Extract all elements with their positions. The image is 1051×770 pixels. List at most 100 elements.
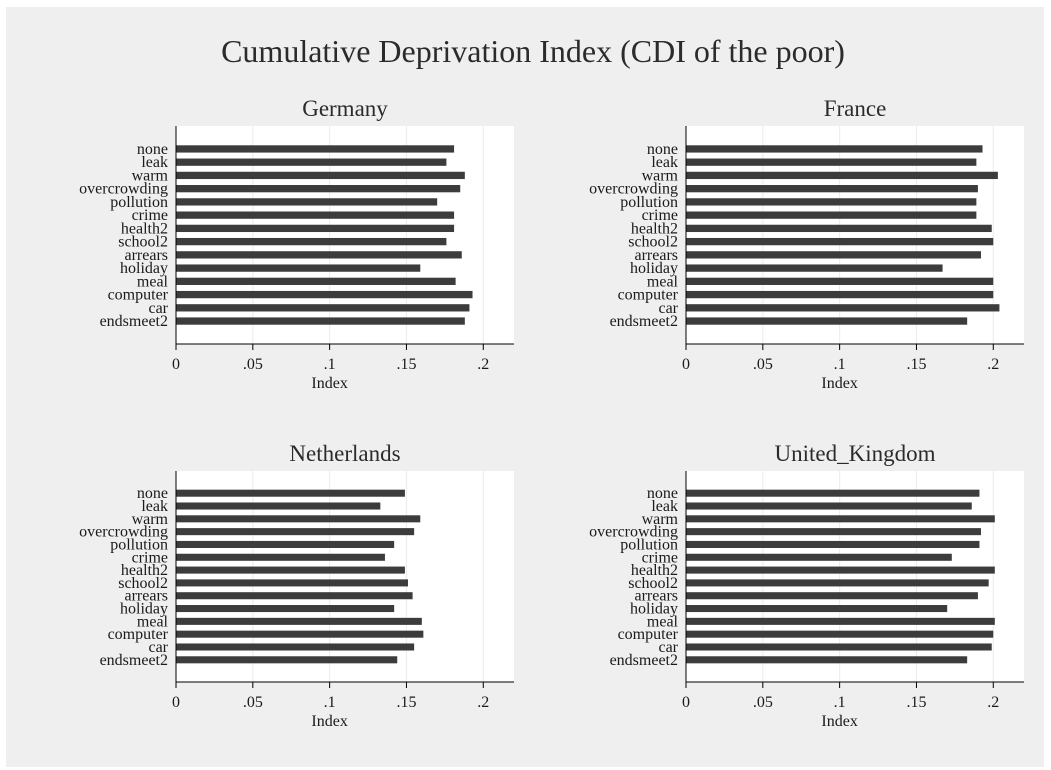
x-tick-label: .05	[243, 356, 263, 373]
x-tick-label: .15	[906, 694, 926, 711]
x-tick-label: .2	[987, 356, 999, 373]
bar-warm	[176, 171, 465, 180]
bar-overcrowding	[176, 185, 461, 193]
bar-crime	[176, 211, 455, 219]
x-tick-label: .1	[324, 356, 336, 373]
category-label: overcrowding	[79, 524, 168, 541]
bar-arrears	[176, 592, 413, 600]
category-label: none	[647, 485, 678, 502]
category-label: endsmeet2	[100, 652, 168, 669]
x-tick-label: 0	[682, 694, 690, 711]
category-label: leak	[141, 154, 168, 171]
x-tick-label: .2	[477, 694, 489, 711]
bar-leak	[176, 502, 381, 510]
category-label: overcrowding	[589, 524, 678, 541]
bar-none	[176, 489, 405, 497]
category-label: car	[658, 639, 678, 656]
category-label: health2	[631, 562, 678, 579]
bar-none	[686, 145, 983, 153]
bar-overcrowding	[176, 528, 415, 536]
x-tick-label: .1	[834, 356, 846, 373]
bar-warm	[176, 515, 421, 523]
bar-car	[686, 643, 992, 651]
bar-computer	[686, 290, 994, 299]
bar-none	[176, 145, 455, 153]
bar-crime	[686, 211, 977, 219]
category-label: endsmeet2	[100, 313, 168, 330]
bar-computer	[686, 630, 994, 638]
category-label: leak	[651, 154, 678, 171]
x-tick-label: .2	[477, 356, 489, 373]
category-label: none	[647, 141, 678, 158]
bar-crime	[686, 553, 952, 561]
x-tick-label: .15	[396, 694, 416, 711]
category-label: meal	[137, 273, 169, 290]
category-label: car	[148, 639, 168, 656]
bar-overcrowding	[686, 528, 981, 536]
bar-meal	[686, 617, 995, 625]
category-label: crime	[642, 549, 678, 566]
category-label: warm	[132, 511, 169, 528]
category-label: pollution	[620, 536, 678, 553]
x-tick-label: 0	[682, 356, 690, 373]
x-tick-label: 0	[172, 356, 180, 373]
category-label: school2	[628, 575, 678, 592]
category-label: leak	[651, 498, 678, 515]
category-label: computer	[108, 287, 169, 304]
panel-title: France	[824, 96, 887, 121]
category-label: car	[658, 300, 678, 317]
category-label: warm	[642, 167, 679, 184]
category-label: arrears	[634, 247, 678, 264]
category-label: arrears	[124, 247, 168, 264]
bar-car	[176, 304, 470, 312]
category-label: holiday	[120, 260, 168, 277]
bar-endsmeet2	[176, 317, 465, 325]
category-label: overcrowding	[79, 181, 168, 198]
bar-arrears	[686, 592, 978, 600]
category-label: health2	[121, 562, 168, 579]
category-label: none	[137, 485, 168, 502]
bar-health2	[176, 566, 405, 574]
category-label: none	[137, 141, 168, 158]
x-tick-label: .05	[753, 694, 773, 711]
bar-car	[686, 304, 1000, 312]
category-label: car	[148, 300, 168, 317]
category-label: arrears	[124, 588, 168, 605]
category-label: pollution	[620, 194, 678, 211]
bar-holiday	[686, 605, 948, 613]
bar-arrears	[176, 251, 462, 259]
x-tick-label: .2	[987, 694, 999, 711]
bar-overcrowding	[686, 185, 978, 193]
panel-title: United_Kingdom	[775, 441, 936, 466]
bar-meal	[176, 277, 456, 285]
bar-endsmeet2	[686, 656, 968, 664]
x-tick-label: .15	[396, 356, 416, 373]
category-label: overcrowding	[589, 181, 678, 198]
x-axis-title: Index	[821, 375, 857, 392]
x-axis-title: Index	[311, 375, 347, 392]
bar-warm	[686, 515, 995, 523]
category-label: health2	[121, 220, 168, 237]
bar-holiday	[176, 264, 421, 272]
category-label: leak	[141, 498, 168, 515]
category-label: endsmeet2	[610, 313, 678, 330]
bar-holiday	[686, 264, 943, 272]
panel-netherlands: Netherlands noneleakwarmovercrowdingpollu…	[79, 441, 514, 730]
bar-warm	[686, 171, 998, 180]
category-label: school2	[628, 234, 678, 251]
category-label: pollution	[110, 194, 168, 211]
bar-health2	[176, 224, 455, 233]
bar-computer	[176, 630, 424, 638]
category-label: warm	[642, 511, 679, 528]
category-label: school2	[118, 575, 168, 592]
bar-health2	[686, 566, 995, 574]
bar-pollution	[176, 198, 438, 206]
x-tick-label: .15	[906, 356, 926, 373]
bar-endsmeet2	[686, 317, 968, 325]
category-label: crime	[642, 207, 678, 224]
bar-meal	[686, 277, 994, 285]
panels: Germanynoneleakwarmovercrowdingpollution…	[79, 96, 1024, 730]
x-axis-title: Index	[821, 713, 857, 730]
bar-computer	[176, 290, 473, 299]
